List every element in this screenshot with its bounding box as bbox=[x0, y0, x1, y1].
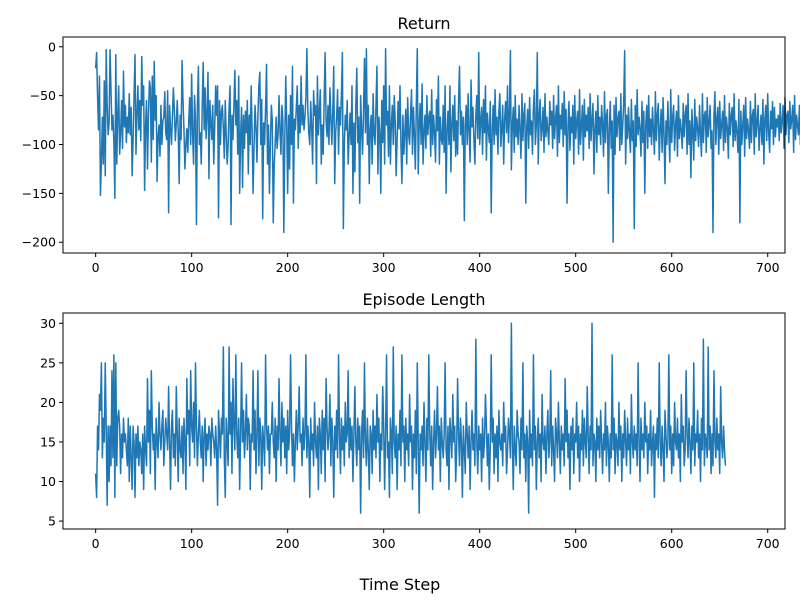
return-chart: Return 0 100 200 300 400 500 600 700 0 −50 −100 −15… bbox=[22, 14, 800, 275]
episode-length-plot-frame bbox=[62, 312, 786, 530]
episode-length-x-tick-label: 100 bbox=[180, 536, 204, 551]
episode-length-y-tick-label: 15 bbox=[40, 434, 56, 449]
return-tick-layer: 0 100 200 300 400 500 600 700 0 −50 −100 −150 −200 bbox=[22, 39, 780, 275]
return-y-tick-label: 0 bbox=[48, 39, 56, 54]
episode-length-y-tick-label: 30 bbox=[40, 316, 56, 331]
return-chart-title: Return bbox=[397, 14, 450, 33]
episode-length-chart: Episode Length 0 100 200 300 400 500 600 700 5 10… bbox=[40, 290, 786, 551]
return-x-tick-label: 0 bbox=[92, 260, 100, 275]
episode-length-x-tick-label: 600 bbox=[660, 536, 684, 551]
return-plot-frame bbox=[62, 36, 786, 254]
episode-length-y-tick-label: 10 bbox=[40, 474, 56, 489]
episode-length-series-layer bbox=[94, 322, 727, 514]
return-y-tick-label: −50 bbox=[30, 88, 56, 103]
return-x-tick-label: 400 bbox=[468, 260, 492, 275]
return-x-tick-label: 600 bbox=[660, 260, 684, 275]
return-y-tick-label: −200 bbox=[22, 235, 56, 250]
episode-length-series-line bbox=[94, 322, 727, 514]
episode-length-x-tick-label: 300 bbox=[372, 536, 396, 551]
return-x-tick-label: 300 bbox=[372, 260, 396, 275]
return-y-tick-label: −100 bbox=[22, 137, 56, 152]
shared-x-axis-label: Time Step bbox=[359, 575, 441, 594]
return-x-tick-label: 100 bbox=[180, 260, 204, 275]
episode-length-y-tick-label: 5 bbox=[48, 514, 56, 529]
episode-length-x-tick-label: 500 bbox=[564, 536, 588, 551]
return-y-tick-label: −150 bbox=[22, 186, 56, 201]
return-x-tick-label: 200 bbox=[276, 260, 300, 275]
return-series-line bbox=[94, 47, 800, 243]
episode-length-y-tick-label: 25 bbox=[40, 355, 56, 370]
episode-length-x-tick-label: 200 bbox=[276, 536, 300, 551]
episode-length-y-tick-label: 20 bbox=[40, 395, 56, 410]
episode-length-tick-layer: 0 100 200 300 400 500 600 700 5 10 15 20 25 30 bbox=[40, 316, 780, 551]
episode-length-chart-title: Episode Length bbox=[362, 290, 485, 309]
return-x-tick-label: 500 bbox=[564, 260, 588, 275]
episode-length-x-tick-label: 400 bbox=[468, 536, 492, 551]
return-series-layer bbox=[94, 47, 800, 243]
return-x-tick-label: 700 bbox=[756, 260, 780, 275]
episode-length-x-tick-label: 0 bbox=[92, 536, 100, 551]
episode-length-x-tick-label: 700 bbox=[756, 536, 780, 551]
